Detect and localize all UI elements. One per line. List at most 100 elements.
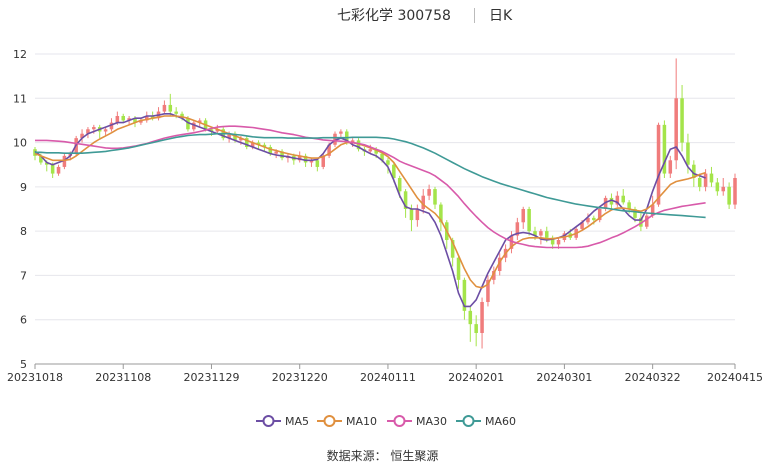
candle <box>721 178 725 196</box>
y-tick-label: 8 <box>20 225 27 238</box>
candle <box>80 129 84 143</box>
candle-body <box>515 222 520 236</box>
candle <box>139 118 143 125</box>
candle-body <box>162 104 167 112</box>
candle-body <box>274 151 278 154</box>
x-tick-label: 20231108 <box>95 371 151 384</box>
candle-body <box>103 129 108 132</box>
candle-body <box>86 129 90 134</box>
candle-body <box>297 155 302 161</box>
y-tick-label: 10 <box>13 137 27 150</box>
candle <box>121 113 125 123</box>
candle-body <box>662 124 667 174</box>
candle <box>539 228 543 245</box>
candle <box>480 297 484 349</box>
candle-body <box>474 324 478 333</box>
candle <box>356 138 361 152</box>
candle <box>550 235 555 249</box>
candle <box>674 58 678 170</box>
legend-swatch-marker <box>262 415 275 427</box>
candle <box>486 275 490 307</box>
ma5-line <box>34 113 706 308</box>
legend-label: MA30 <box>416 415 447 428</box>
candle-body <box>597 209 602 221</box>
period-label: 日K <box>489 8 513 24</box>
candle-body <box>356 140 361 150</box>
legend-item-ma60: MA60 <box>456 415 516 428</box>
candle <box>668 155 673 178</box>
candle-body <box>80 133 84 139</box>
candle <box>715 178 720 196</box>
candle-body <box>492 271 496 280</box>
candle <box>433 186 437 209</box>
candle <box>521 206 525 229</box>
candle-body <box>121 116 125 121</box>
grid-lines <box>35 53 735 365</box>
x-tick-label: 20240415 <box>707 371 763 384</box>
candle-body <box>186 118 190 130</box>
candle-body <box>509 235 514 249</box>
candle-body <box>497 257 502 271</box>
candle-body <box>239 138 243 141</box>
candle-body <box>586 217 590 223</box>
candle-body <box>397 178 402 192</box>
candle-body <box>250 142 255 147</box>
candles <box>33 58 737 349</box>
candle-body <box>533 231 537 236</box>
candle-body <box>692 164 696 178</box>
candle <box>492 266 496 285</box>
candle <box>62 153 67 170</box>
candle-body <box>145 116 149 121</box>
candle <box>103 127 108 136</box>
candle-body <box>333 133 337 145</box>
x-tick-label: 20231220 <box>272 371 328 384</box>
candle-body <box>403 191 408 209</box>
candle-body <box>209 129 214 132</box>
candle-body <box>174 111 178 114</box>
candle <box>497 253 502 276</box>
candle <box>609 193 614 209</box>
legend-swatch-marker <box>393 415 406 427</box>
candle-body <box>703 173 708 187</box>
candle-body <box>686 142 690 165</box>
legend-swatch-marker <box>323 415 336 427</box>
y-axis: 5 6 7 8 9 10 11 12 <box>13 48 27 371</box>
candle <box>403 189 408 218</box>
candle-body <box>45 162 49 165</box>
x-tick-label: 20240322 <box>625 371 681 384</box>
legend-item-ma5: MA5 <box>256 415 309 428</box>
candle-body <box>433 189 437 205</box>
ma60-line <box>35 132 706 219</box>
candle <box>586 213 590 225</box>
candle-body <box>521 209 525 223</box>
candle <box>421 189 425 214</box>
candle <box>662 120 667 178</box>
candle <box>515 217 520 240</box>
legend-label: MA10 <box>346 415 377 428</box>
candle-body <box>468 310 473 325</box>
candle-body <box>656 124 661 205</box>
candle <box>333 131 337 147</box>
candle <box>733 173 737 209</box>
candle <box>280 149 284 161</box>
candle <box>286 153 290 163</box>
candle-body <box>539 231 543 236</box>
candle <box>162 100 167 114</box>
legend-item-ma30: MA30 <box>387 415 447 428</box>
candle-body <box>233 133 237 141</box>
candle-body <box>368 149 373 152</box>
x-axis: 20231018 20231108 20231129 20231220 20240111… <box>7 364 763 384</box>
candle-body <box>227 133 231 139</box>
candle-body <box>127 118 131 121</box>
candle-body <box>715 182 720 192</box>
candle <box>615 191 620 207</box>
candle-body <box>56 166 61 174</box>
candle-body <box>168 104 173 112</box>
candle-body <box>180 113 184 119</box>
candle <box>156 107 161 121</box>
candle-body <box>39 155 43 163</box>
candle <box>427 184 431 201</box>
candle <box>680 85 684 152</box>
candle-body <box>580 222 584 229</box>
candle-body <box>268 147 273 154</box>
